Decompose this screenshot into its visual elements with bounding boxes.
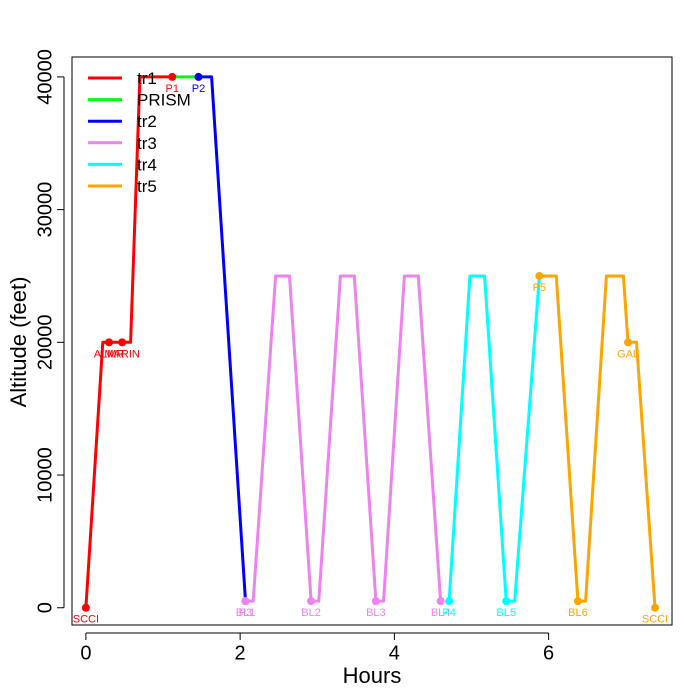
y-tick-label: 20000 (34, 315, 56, 371)
waypoint-label: GAL (617, 348, 639, 360)
waypoint-marker (445, 597, 454, 606)
series-layer (84, 75, 657, 608)
series-line-tr5 (539, 274, 657, 608)
waypoint-label: P3 (239, 607, 252, 619)
legend-label: tr1 (137, 69, 157, 88)
series-line-tr2 (198, 75, 247, 602)
waypoint-marker (168, 72, 177, 81)
y-tick-label: 40000 (34, 49, 56, 105)
waypoint-label: BL3 (366, 607, 386, 619)
waypoint-marker (651, 603, 660, 612)
waypoint-marker (573, 597, 582, 606)
waypoint-label: P2 (192, 83, 205, 95)
waypoint-label: MARIN (104, 348, 140, 360)
x-tick-label: 0 (80, 642, 91, 664)
waypoint-marker (118, 338, 127, 347)
waypoint-label: BL5 (496, 607, 516, 619)
x-tick-label: 2 (235, 642, 246, 664)
plot-border (71, 56, 673, 626)
y-tick-label: 0 (34, 602, 56, 613)
waypoint-marker (535, 271, 544, 280)
legend: tr1 PRISM tr2 tr3 tr4 tr5 (88, 69, 191, 196)
y-axis-title: Altitude (feet) (6, 277, 31, 408)
waypoint-label: SCCI (642, 614, 668, 626)
legend-label: tr2 (137, 112, 157, 131)
series-line-tr4 (447, 274, 541, 603)
waypoint-marker (436, 597, 445, 606)
waypoint-label: P1 (166, 83, 179, 95)
y-axis: 0 10000 20000 30000 40000 (34, 49, 65, 613)
waypoint-marker (105, 338, 114, 347)
waypoint-marker (241, 597, 250, 606)
waypoint-label: BL1 (236, 607, 256, 619)
waypoint-marker (624, 338, 633, 347)
waypoint-label: P4 (442, 607, 455, 619)
waypoint-marker (307, 597, 316, 606)
x-axis-title: Hours (343, 663, 402, 688)
waypoint-label: BL4 (431, 607, 451, 619)
legend-label: tr5 (137, 177, 157, 196)
x-tick-label: 6 (543, 642, 554, 664)
waypoint-label: BL2 (301, 607, 321, 619)
legend-label: tr3 (137, 134, 157, 153)
waypoint-marker (194, 72, 203, 81)
waypoint-label: SCCI (73, 614, 99, 626)
y-tick-label: 30000 (34, 182, 56, 238)
waypoint-label: ALMR (94, 348, 125, 360)
y-tick-label: 10000 (34, 447, 56, 503)
waypoint-marker (371, 597, 380, 606)
legend-label: tr4 (137, 155, 157, 174)
waypoint-label: P5 (533, 282, 546, 294)
waypoint-label: BL6 (568, 607, 588, 619)
series-line-tr1 (84, 75, 173, 608)
x-tick-label: 4 (389, 642, 400, 664)
x-axis: 0 2 4 6 (80, 632, 554, 664)
series-line-tr3 (245, 274, 443, 603)
legend-label: PRISM (137, 91, 191, 110)
waypoint-marker (81, 603, 90, 612)
waypoint-marker (502, 597, 511, 606)
